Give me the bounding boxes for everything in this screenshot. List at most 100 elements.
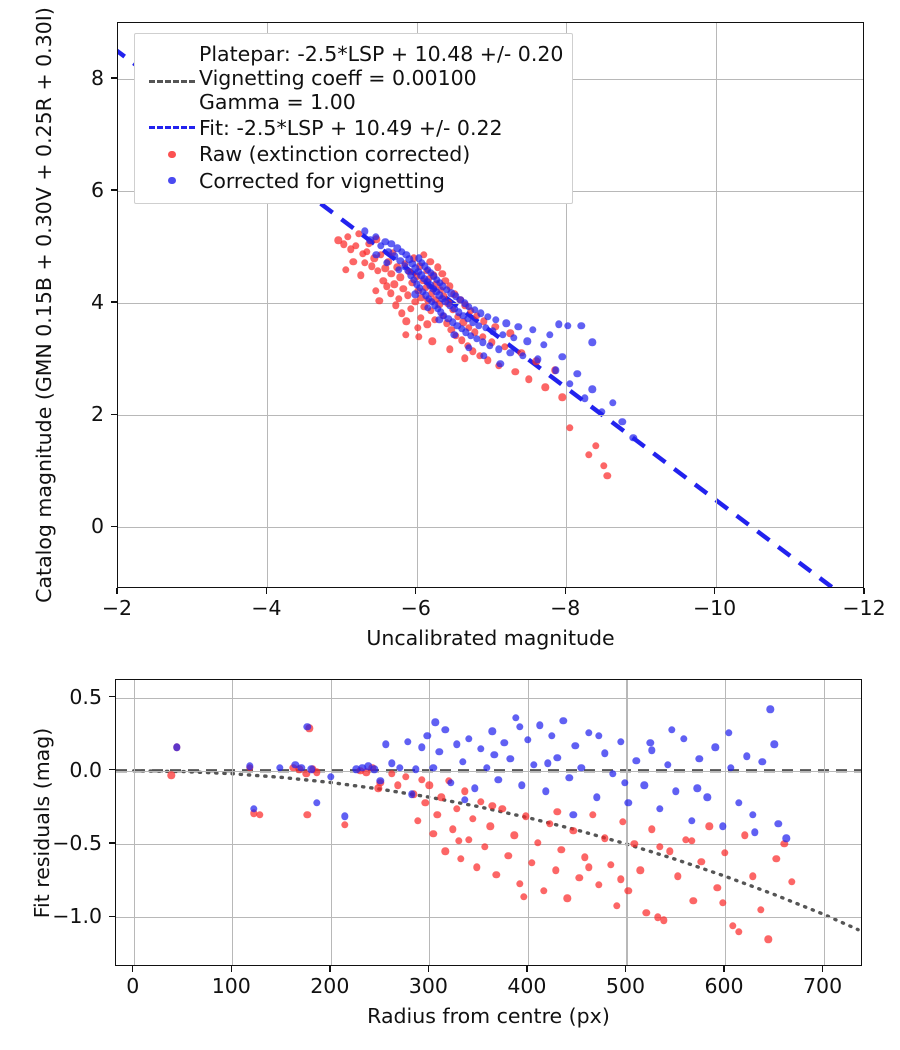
data-point [459, 318, 467, 326]
data-point [445, 345, 454, 353]
data-point [471, 328, 479, 337]
data-point [307, 765, 315, 774]
data-point [601, 834, 609, 842]
data-point [395, 295, 403, 303]
data-point [664, 761, 672, 769]
data-point [428, 289, 436, 297]
data-point [573, 370, 582, 378]
data-point [648, 825, 656, 834]
data-point [303, 723, 311, 731]
data-point [504, 852, 512, 860]
data-point [524, 736, 532, 744]
x-tick [415, 588, 417, 594]
data-point [569, 827, 577, 835]
data-point [390, 280, 399, 288]
data-point [636, 866, 644, 875]
data-point [419, 251, 428, 259]
data-point [711, 743, 719, 752]
data-point [399, 284, 408, 293]
x-tick-label: 100 [211, 974, 251, 998]
data-point [411, 290, 419, 298]
data-point [383, 282, 391, 291]
data-point [407, 271, 415, 279]
x-tick [526, 966, 528, 972]
data-point [407, 790, 416, 798]
data-point [372, 233, 380, 241]
data-point [457, 336, 466, 344]
data-point [441, 298, 449, 306]
x-tick-label: −8 [550, 596, 581, 620]
data-point [417, 743, 426, 752]
data-point [396, 273, 405, 282]
data-point [756, 906, 765, 914]
y-tick-label: −0.5 [52, 830, 102, 855]
data-point [250, 805, 258, 813]
data-point [417, 293, 425, 302]
data-point [297, 764, 305, 772]
data-point [415, 333, 423, 341]
data-point [404, 266, 412, 275]
gridline-vertical [416, 23, 418, 587]
gridline-horizontal [116, 697, 861, 699]
y-tick [109, 915, 115, 917]
data-point [413, 816, 422, 825]
data-point [608, 770, 617, 778]
data-point [453, 321, 461, 330]
data-point [303, 811, 311, 819]
data-point [484, 356, 492, 365]
data-point [735, 928, 743, 936]
data-point [523, 337, 532, 345]
data-point [480, 352, 488, 360]
data-point [449, 825, 457, 834]
data-point [417, 775, 426, 784]
data-point [575, 873, 583, 882]
data-point [411, 765, 420, 774]
data-point [415, 254, 423, 263]
gridline-horizontal [116, 917, 861, 919]
data-point [402, 317, 411, 325]
data-point [530, 761, 538, 769]
data-point [437, 286, 445, 294]
data-point [764, 935, 773, 943]
data-point [313, 768, 321, 776]
data-point [616, 737, 625, 746]
data-point [387, 240, 396, 248]
data-point [431, 296, 440, 304]
x-tick [132, 966, 134, 972]
data-point [553, 753, 562, 762]
gridline-vertical [429, 680, 431, 965]
data-point [577, 764, 585, 772]
data-point [457, 854, 465, 863]
y-tick [109, 769, 115, 771]
data-point [484, 312, 492, 321]
x-tick [863, 588, 865, 594]
x-tick-label: −12 [842, 596, 886, 620]
data-point [386, 289, 395, 297]
data-point [705, 822, 713, 831]
x-tick-label: 200 [310, 974, 350, 998]
data-point [411, 298, 419, 306]
data-point [472, 311, 481, 320]
data-point [460, 354, 469, 362]
y-tick [109, 695, 115, 698]
data-point [598, 408, 606, 416]
data-point [478, 333, 487, 341]
data-point [488, 727, 497, 735]
data-point [469, 347, 477, 356]
data-point [782, 834, 790, 842]
data-point [459, 758, 467, 766]
data-point [511, 367, 520, 376]
data-point [471, 306, 479, 314]
dashed-line-icon [149, 80, 195, 84]
data-point [519, 352, 527, 360]
legend-label-fit: Fit: -2.5*LSP + 10.49 +/- 0.22 [199, 115, 503, 140]
data-point [425, 781, 434, 790]
data-point [547, 731, 556, 740]
data-point [510, 831, 518, 839]
data-point [388, 770, 396, 778]
data-point [431, 316, 439, 324]
data-point [454, 308, 463, 316]
data-point [394, 781, 402, 790]
y-axis-label: Catalog magnitude (GMN 0.15B + 0.30V + 0… [32, 7, 56, 603]
y-tick-label: 8 [90, 65, 104, 90]
